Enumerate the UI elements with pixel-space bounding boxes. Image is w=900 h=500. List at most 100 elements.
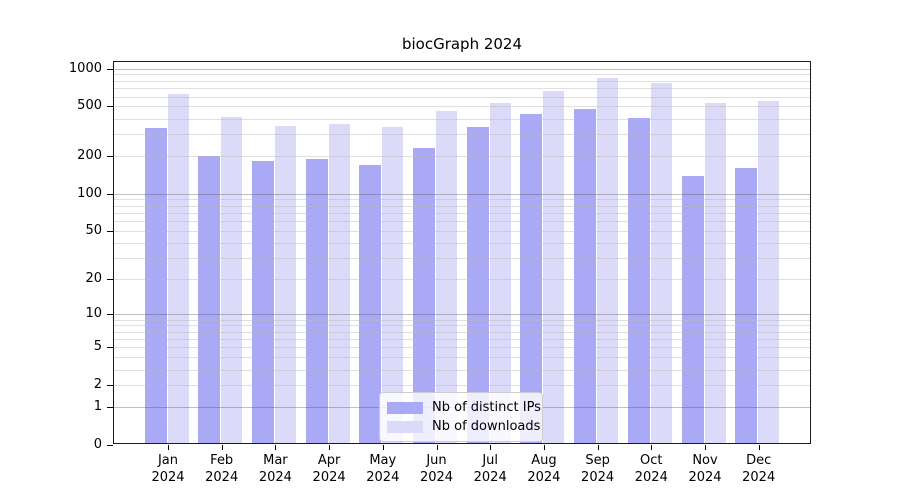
legend-item-distinct-ips: Nb of distinct IPs [387,398,541,417]
bar-apr-downloads [328,123,350,443]
x-tick-label: Jun 2024 [419,453,454,485]
gridline-minor [114,88,810,90]
gridline-minor [114,325,810,327]
gridline-minor [114,106,810,108]
y-tick-label: 1000 [68,60,102,76]
gridline-minor [114,385,810,387]
bar-nov-distinct-ips [681,176,704,443]
y-tick-label: 20 [85,271,102,287]
x-tick-label: Oct 2024 [634,453,668,485]
gridline-minor [114,279,810,281]
bar-nov-downloads [704,103,726,443]
x-tick-label: Mar 2024 [258,453,292,485]
gridline-minor [114,74,810,76]
gridline-minor [114,339,810,341]
chart-title: biocGraph 2024 [401,35,523,53]
y-tick [107,68,113,70]
gridline-minor [114,134,810,136]
bar-may-downloads [382,126,404,443]
x-tick-label: Sep 2024 [581,453,615,485]
bar-may-distinct-ips [359,164,382,443]
bar-jul-distinct-ips [466,127,489,443]
bar-oct-distinct-ips [627,118,650,443]
bar-mar-distinct-ips [251,160,274,443]
y-tick-label: 10 [85,306,102,322]
y-tick [107,385,113,387]
bar-jun-downloads [436,110,457,443]
y-tick-label: 0 [93,437,102,452]
bar-feb-distinct-ips [198,156,221,443]
bar-feb-downloads [221,116,243,443]
bar-aug-distinct-ips [520,113,543,443]
legend-label-distinct-ips: Nb of distinct IPs [432,400,541,415]
y-tick-label: 1 [93,399,102,415]
x-tick [758,445,760,450]
gridline-minor [114,357,810,359]
bar-sep-distinct-ips [574,108,597,443]
x-tick [705,445,706,450]
gridline-minor [114,80,810,82]
x-tick [382,445,384,450]
x-tick [168,445,169,450]
x-tick-label: Dec 2024 [742,453,776,485]
x-tick [436,445,438,450]
x-tick [597,445,599,450]
gridline-minor [114,347,810,349]
bar-aug-downloads [543,91,565,443]
bar-dec-downloads [758,101,780,443]
gridline-minor [114,257,810,259]
x-tick [651,445,653,450]
x-tick [543,445,545,450]
y-tick-label: 500 [77,98,102,114]
y-tick [107,106,113,108]
y-tick-label: 100 [77,185,102,201]
gridline-minor [114,242,810,244]
gridline-major [114,68,810,70]
x-tick [329,445,331,450]
y-tick [107,314,113,316]
gridline-minor [114,205,810,207]
y-tick [107,445,113,446]
bar-oct-downloads [650,83,672,443]
y-tick-label: 50 [85,222,102,238]
gridline-minor [114,319,810,321]
y-tick-label: 5 [93,339,102,355]
x-tick-label: Jan 2024 [151,453,185,485]
legend-swatch-downloads [387,420,423,433]
gridline-minor [114,156,810,158]
gridline-minor [114,199,810,201]
gridline-minor [114,96,810,98]
y-tick [107,407,113,409]
x-tick [275,445,277,450]
legend-item-downloads: Nb of downloads [387,417,540,436]
y-tick [107,193,113,195]
bar-sep-downloads [597,77,619,443]
gridline-major [114,193,810,195]
bar-jul-downloads [489,102,511,443]
bar-jan-downloads [167,94,189,443]
x-tick-label: Jul 2024 [473,453,507,485]
x-tick [490,445,492,450]
x-tick-label: May 2024 [366,453,400,485]
gridline-minor [114,230,810,232]
bar-jan-distinct-ips [144,128,167,443]
legend-swatch-distinct-ips [387,401,423,414]
gridline-minor [114,221,810,223]
gridline-minor [114,331,810,333]
gridline-minor [114,369,810,371]
x-tick [221,445,223,450]
x-tick-label: Feb 2024 [205,453,239,485]
x-tick-label: Aug 2024 [527,453,561,485]
legend: Nb of distinct IPs Nb of downloads [379,392,543,442]
plot-area: Nb of distinct IPs Nb of downloads 1000 5… [69,61,811,485]
bar-mar-downloads [274,126,296,443]
legend-label-downloads: Nb of downloads [432,419,541,434]
x-tick-label: Nov 2024 [688,453,722,485]
y-tick [107,156,113,158]
gridline-minor [114,212,810,214]
x-tick-label: Apr 2024 [312,453,346,485]
bar-dec-distinct-ips [735,168,758,443]
gridline-major [114,314,810,316]
y-tick [107,230,113,232]
